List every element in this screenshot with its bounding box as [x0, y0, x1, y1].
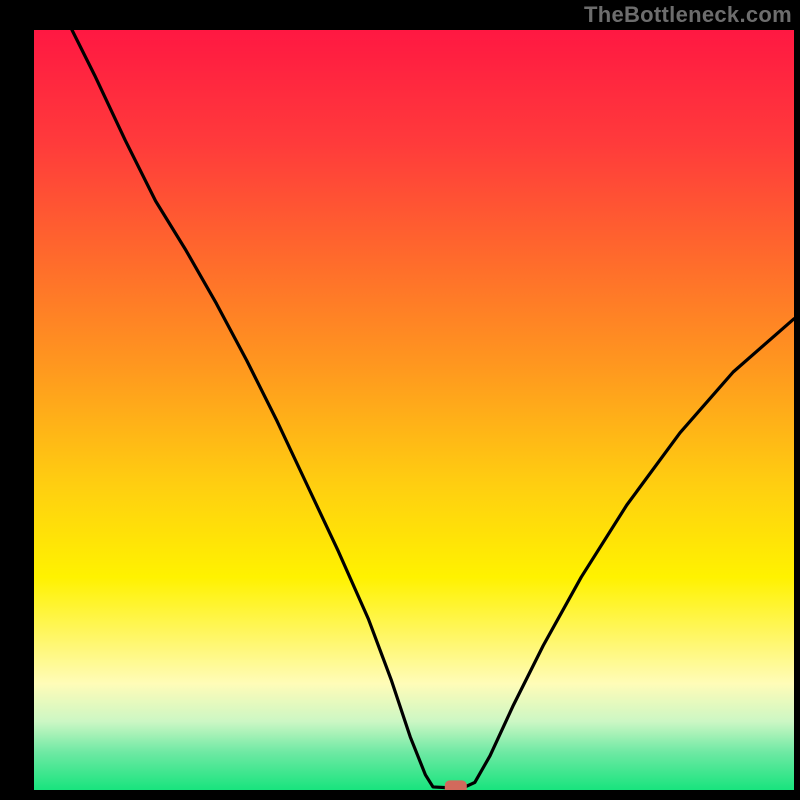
chart-svg: [34, 30, 794, 790]
optimal-marker: [445, 780, 467, 790]
watermark-text: TheBottleneck.com: [584, 2, 792, 28]
chart-background: [34, 30, 794, 790]
chart-container: TheBottleneck.com: [0, 0, 800, 800]
chart-plot-area: [34, 30, 794, 790]
